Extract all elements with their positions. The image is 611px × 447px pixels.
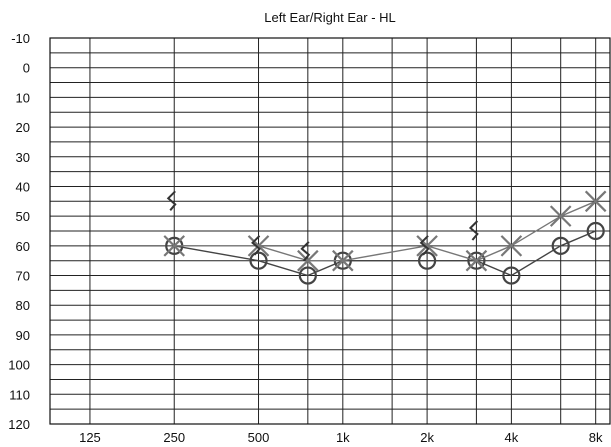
x-marker [297, 249, 319, 272]
x-marker-stroke [163, 235, 186, 257]
x-marker [332, 249, 354, 272]
y-tick-label: 110 [9, 387, 30, 402]
circle-marker [586, 221, 605, 241]
x-marker-stroke [465, 249, 488, 272]
y-tick-label: 10 [16, 90, 30, 105]
y-tick-label: 50 [16, 209, 30, 224]
x-marker-stroke [297, 249, 319, 272]
grid [49, 37, 611, 425]
x-marker-stroke [416, 235, 438, 257]
y-tick-label: 60 [16, 239, 30, 254]
circle-marker [249, 251, 268, 270]
bone-marker [468, 220, 479, 241]
circle-marker [467, 251, 486, 270]
x-tick-label: 125 [79, 430, 101, 445]
x-tick-label: 1k [336, 430, 350, 445]
y-tick-label: 0 [23, 61, 30, 76]
x-marker-stroke [500, 235, 523, 257]
x-tick-label: 8k [589, 430, 603, 445]
y-tick-label: -10 [11, 31, 30, 46]
y-tick-label: 120 [8, 417, 30, 432]
y-tick-label: 80 [16, 298, 30, 313]
y-tick-label: 30 [16, 150, 30, 165]
x-axis-ticks: 125 250 500 1k 2k 4k 8k [79, 430, 603, 445]
x-marker [500, 235, 523, 257]
x-marker-stroke [247, 235, 270, 257]
plot-frame [49, 37, 611, 425]
circle-marker [502, 266, 521, 285]
x-tick-label: 250 [163, 430, 185, 445]
x-marker [247, 235, 270, 257]
x-marker-stroke [549, 205, 572, 227]
x-tick-label: 4k [505, 430, 519, 445]
chart-title: Left Ear/Right Ear - HL [264, 10, 396, 25]
y-tick-label: 100 [8, 358, 30, 373]
bone-marker [300, 241, 311, 262]
circle-marker [298, 266, 317, 285]
x-marker [584, 190, 607, 213]
circle-marker [418, 251, 437, 270]
y-tick-label: 20 [16, 120, 30, 135]
x-marker [549, 205, 572, 227]
x-tick-label: 500 [248, 430, 270, 445]
bone-marker [251, 235, 261, 256]
series [163, 190, 607, 285]
x-marker [416, 235, 438, 257]
series-line-circle [174, 230, 596, 277]
x-marker-stroke [584, 190, 607, 213]
bone-marker [166, 190, 177, 211]
y-axis-ticks: -10 0 10 20 30 40 50 60 70 80 90 100 110 120 [8, 31, 30, 432]
circle-marker [551, 236, 570, 255]
x-marker-stroke [332, 249, 354, 272]
bone-marker [419, 235, 430, 256]
y-tick-label: 70 [16, 269, 30, 284]
x-marker [465, 249, 488, 272]
y-tick-label: 40 [16, 179, 30, 194]
x-tick-label: 2k [420, 430, 434, 445]
y-tick-label: 90 [16, 328, 30, 343]
x-marker [163, 235, 186, 257]
